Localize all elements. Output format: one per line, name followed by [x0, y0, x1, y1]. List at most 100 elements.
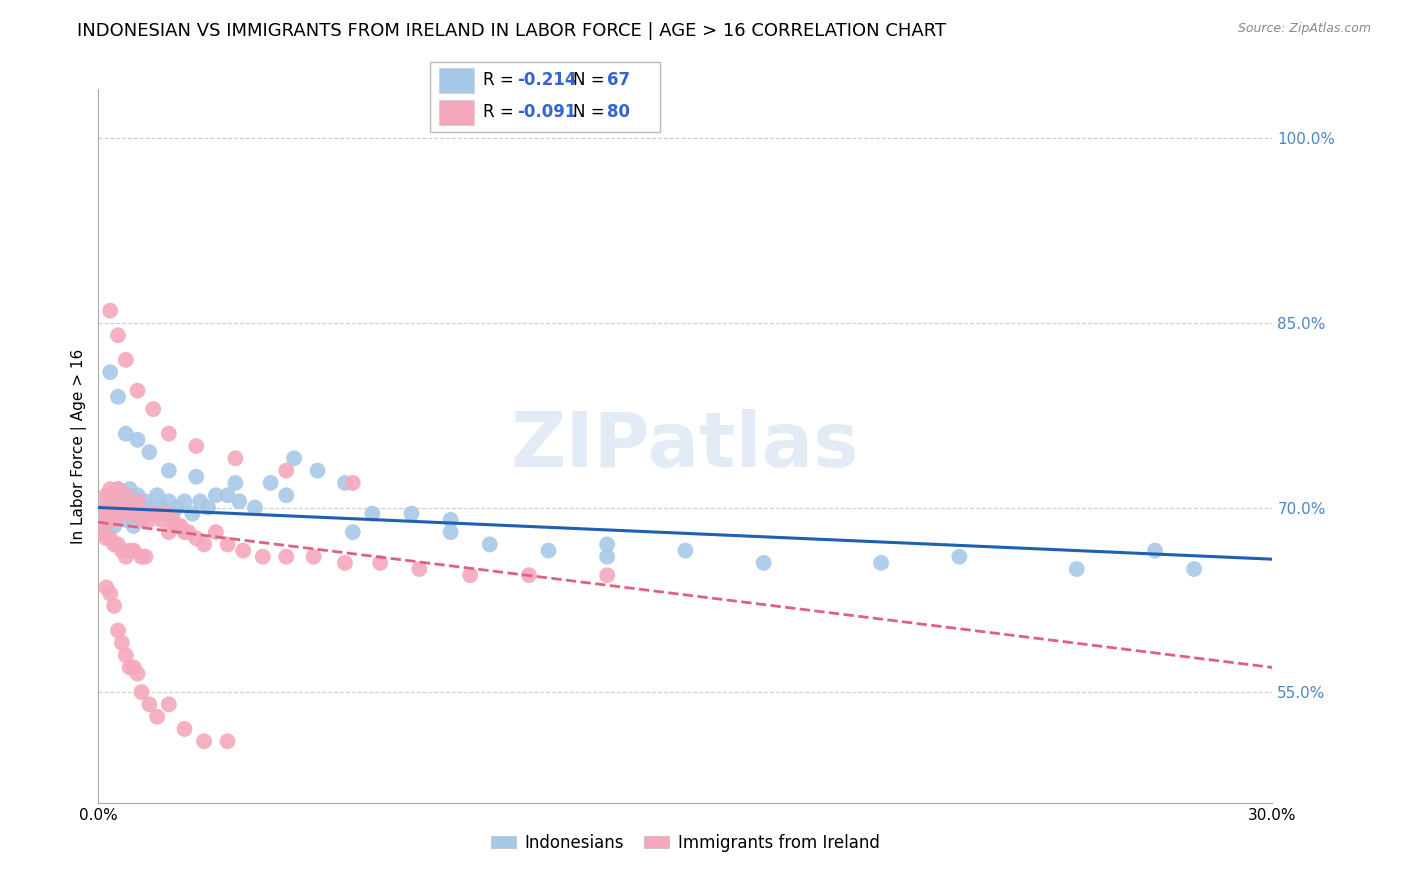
Point [142, 402, 165, 417]
Point [127, 494, 149, 508]
Point [98, 482, 121, 496]
Point [114, 513, 136, 527]
Point [153, 507, 176, 521]
Point [186, 469, 208, 483]
Point [96, 513, 118, 527]
Point [98, 531, 121, 545]
Point [205, 488, 228, 502]
Point [107, 500, 129, 515]
Point [98, 507, 121, 521]
Point [118, 482, 141, 496]
Point [1182, 562, 1205, 576]
Point [259, 475, 281, 490]
Legend: Indonesians, Immigrants from Ireland: Indonesians, Immigrants from Ireland [485, 828, 886, 859]
Point [131, 507, 153, 521]
Point [127, 384, 149, 398]
Point [146, 507, 169, 521]
Point [188, 494, 211, 508]
Point [217, 488, 239, 502]
Point [186, 531, 208, 545]
Point [134, 494, 156, 508]
Point [1144, 543, 1167, 558]
Point [114, 648, 136, 662]
Point [118, 543, 141, 558]
Point [127, 507, 149, 521]
Point [458, 568, 481, 582]
Point [224, 475, 246, 490]
Point [96, 488, 118, 502]
Point [217, 537, 239, 551]
Point [98, 488, 121, 502]
Point [401, 507, 423, 521]
Point [131, 513, 153, 527]
Point [150, 500, 173, 515]
Text: ZIPatlas: ZIPatlas [512, 409, 859, 483]
Point [122, 494, 145, 508]
Point [283, 451, 305, 466]
Point [107, 537, 129, 551]
Point [228, 494, 250, 508]
Point [408, 562, 430, 576]
Point [276, 488, 298, 502]
Point [169, 519, 191, 533]
Point [98, 587, 121, 601]
Text: 80: 80 [607, 103, 630, 121]
Text: 67: 67 [607, 71, 630, 89]
Point [162, 507, 184, 521]
FancyBboxPatch shape [439, 100, 474, 125]
Point [107, 482, 129, 496]
Point [948, 549, 970, 564]
Point [131, 513, 153, 527]
Point [276, 549, 298, 564]
Point [302, 549, 325, 564]
Point [98, 507, 121, 521]
Point [107, 500, 129, 515]
Point [752, 556, 775, 570]
Point [127, 488, 149, 502]
Point [150, 513, 173, 527]
Point [157, 525, 180, 540]
Point [107, 482, 129, 496]
Point [157, 426, 180, 441]
Point [138, 513, 160, 527]
Point [193, 734, 215, 748]
Point [96, 581, 118, 595]
Point [177, 525, 200, 540]
Point [98, 365, 121, 379]
Point [478, 537, 501, 551]
Text: -0.214: -0.214 [517, 71, 576, 89]
Point [153, 507, 176, 521]
Point [111, 543, 134, 558]
Point [118, 507, 141, 521]
Point [146, 488, 169, 502]
Text: N =: N = [572, 103, 609, 121]
Point [122, 660, 145, 674]
Point [122, 519, 145, 533]
Point [186, 439, 208, 453]
Point [96, 531, 118, 545]
Point [252, 549, 274, 564]
Point [142, 507, 165, 521]
Point [146, 709, 169, 723]
Point [134, 549, 156, 564]
Point [114, 500, 136, 515]
Point [157, 698, 180, 712]
Point [107, 328, 129, 343]
Point [193, 537, 215, 551]
Point [217, 734, 239, 748]
Point [114, 426, 136, 441]
Point [232, 543, 254, 558]
Point [439, 525, 461, 540]
Point [173, 525, 195, 540]
Point [91, 507, 114, 521]
FancyBboxPatch shape [439, 68, 474, 93]
Point [127, 433, 149, 447]
Point [114, 488, 136, 502]
Point [142, 507, 165, 521]
Point [98, 303, 121, 318]
Point [342, 475, 364, 490]
Point [517, 568, 540, 582]
Point [114, 352, 136, 367]
Point [127, 666, 149, 681]
Point [103, 537, 125, 551]
